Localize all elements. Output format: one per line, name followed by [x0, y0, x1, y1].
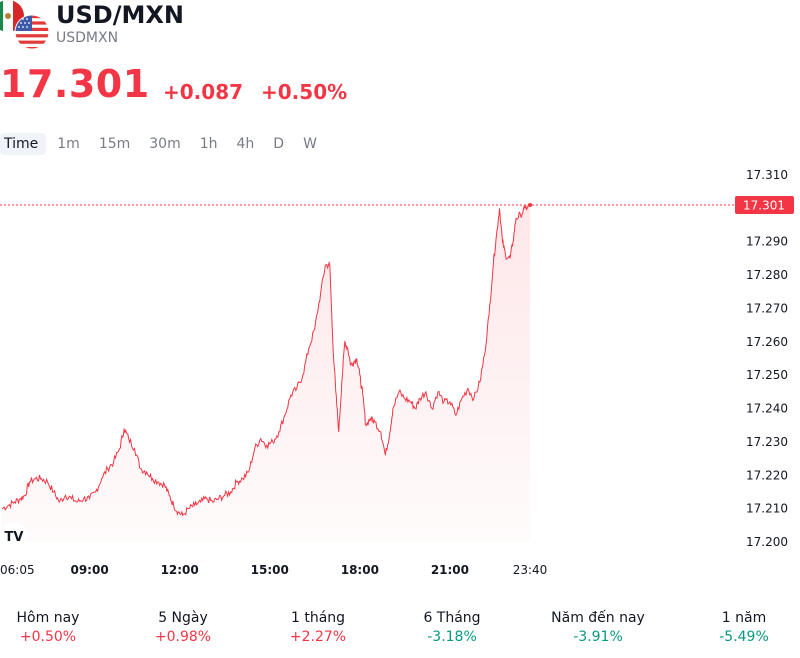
price-change: +0.087	[163, 80, 244, 104]
price-area-fill	[1, 204, 531, 542]
currency-flags	[0, 0, 50, 50]
perf-value: +2.27%	[289, 629, 347, 645]
x-tick-label: 21:00	[431, 563, 469, 577]
perf-value: -5.49%	[719, 629, 769, 645]
y-tick-label: 17.240	[746, 402, 788, 416]
x-tick-label: 06:05	[0, 563, 35, 577]
symbol-header: USD/MXN USDMXN	[0, 0, 800, 60]
y-tick-label: 17.270	[746, 301, 788, 315]
perf-5-days[interactable]: 5 Ngày +0.98%	[118, 610, 248, 645]
perf-label: Năm đến nay	[551, 610, 645, 626]
usa-flag-icon	[14, 14, 50, 50]
tab-time[interactable]: Time	[0, 133, 47, 155]
y-tick-label: 17.290	[746, 235, 788, 249]
tab-15m[interactable]: 15m	[98, 136, 131, 152]
price-chart[interactable]: 17.301 17.310 17.290 17.280 17.270 17.260 17.…	[0, 160, 800, 580]
current-price-label-bg	[735, 196, 794, 215]
perf-1-month[interactable]: 1 tháng +2.27%	[253, 610, 383, 645]
perf-ytd[interactable]: Năm đến nay -3.91%	[533, 610, 663, 645]
y-tick-label: 17.200	[746, 535, 788, 549]
tab-4h[interactable]: 4h	[236, 136, 255, 152]
y-tick-label: 17.310	[746, 168, 788, 182]
perf-value: -3.91%	[573, 629, 623, 645]
y-tick-label: 17.250	[746, 368, 788, 382]
y-tick-label: 17.220	[746, 468, 788, 482]
symbol-code: USDMXN	[56, 30, 119, 46]
perf-label: 1 năm	[721, 610, 767, 626]
y-tick-label: 17.280	[746, 268, 788, 282]
last-price: 17.301	[0, 62, 150, 106]
mexico-flag-icon	[0, 0, 24, 32]
x-tick-label: 12:00	[161, 563, 199, 577]
x-tick-label: 23:40	[513, 563, 548, 577]
perf-label: 1 tháng	[290, 610, 346, 626]
y-tick-label: 17.230	[746, 435, 788, 449]
tab-d[interactable]: D	[273, 136, 285, 152]
timeframe-tabs: Time 1m 15m 30m 1h 4h D W	[0, 132, 328, 156]
performance-bar: Hôm nay +0.50% 5 Ngày +0.98% 1 tháng +2.…	[0, 610, 800, 650]
perf-label: Hôm nay	[16, 610, 80, 626]
y-tick-label: 17.260	[746, 335, 788, 349]
current-price-label: 17.301	[743, 199, 785, 213]
tab-30m[interactable]: 30m	[149, 136, 181, 152]
perf-value: -3.18%	[427, 629, 477, 645]
tradingview-logo[interactable]: TV	[0, 522, 28, 550]
perf-value: +0.98%	[154, 629, 212, 645]
perf-today[interactable]: Hôm nay +0.50%	[0, 610, 113, 645]
tradingview-logo-text: TV	[5, 530, 24, 545]
tab-1m[interactable]: 1m	[57, 136, 80, 152]
tab-w[interactable]: W	[303, 136, 317, 152]
x-tick-label: 15:00	[251, 563, 289, 577]
last-price-dot	[528, 203, 533, 208]
perf-label: 5 Ngày	[158, 610, 208, 626]
perf-6-months[interactable]: 6 Tháng -3.18%	[387, 610, 517, 645]
price-chart-svg[interactable]: 17.301 17.310 17.290 17.280 17.270 17.260 17.…	[0, 160, 800, 580]
perf-label: 6 Tháng	[423, 610, 481, 626]
y-tick-label: 17.210	[746, 502, 788, 516]
tab-1h[interactable]: 1h	[199, 136, 218, 152]
price-change-percent: +0.50%	[261, 80, 348, 104]
perf-1-year[interactable]: 1 năm -5.49%	[679, 610, 800, 645]
quote-summary: 17.301 +0.087 +0.50%	[0, 62, 800, 112]
price-series-line	[1, 203, 531, 517]
x-tick-label: 09:00	[70, 563, 108, 577]
perf-value: +0.50%	[19, 629, 77, 645]
symbol-title: USD/MXN	[56, 1, 184, 29]
x-tick-label: 18:00	[341, 563, 379, 577]
